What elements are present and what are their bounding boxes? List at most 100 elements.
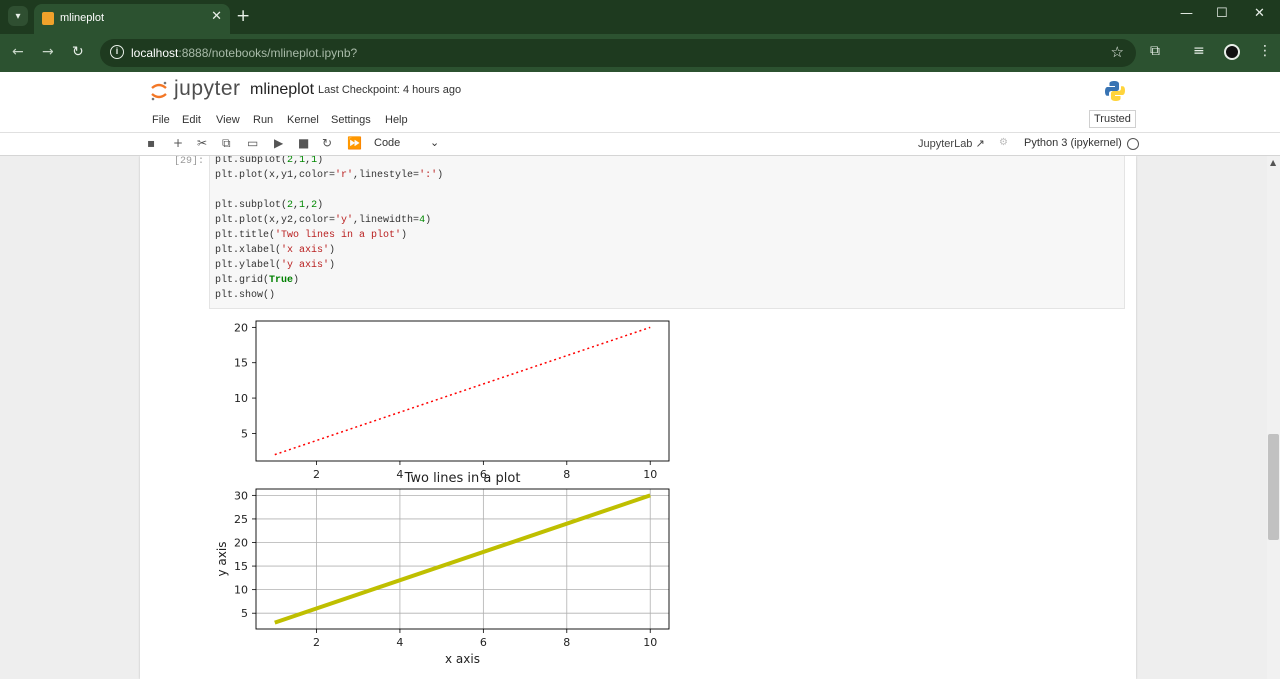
kernel-name[interactable]: Python 3 (ipykernel) [1024,137,1122,149]
url-text[interactable]: localhost:8888/notebooks/mlineplot.ipynb… [131,46,357,60]
code-line: plt.xlabel('x axis') [215,245,336,256]
last-checkpoint: Last Checkpoint: 4 hours ago [318,84,462,96]
notebook-favicon-icon [42,12,54,25]
tab-search-chevron-icon[interactable]: ▾ [8,6,28,26]
page-scrollbar[interactable]: ▲ [1267,156,1280,679]
paste-icon[interactable]: ▭ [247,136,259,150]
jupyter-header: jupyter mlineplot Last Checkpoint: 4 hou… [0,72,1280,110]
more-menu-icon[interactable]: ⋮ [1258,43,1272,59]
x-tick-label: 4 [396,468,403,481]
code-line: plt.plot(x,y2,color='y',linewidth=4) [215,215,432,226]
interrupt-kernel-icon[interactable]: ■ [298,136,310,150]
y-tick-label: 5 [241,607,248,620]
scrollbar-thumb[interactable] [1268,434,1279,540]
cell-prompt: [29]: [174,156,205,167]
save-icon[interactable]: ▪ [147,136,156,150]
add-cell-icon[interactable]: + [173,136,184,150]
restart-kernel-icon[interactable]: ↻ [322,136,333,150]
menu-edit[interactable]: Edit [182,114,201,126]
scroll-up-icon[interactable]: ▲ [1270,158,1277,167]
menu-view[interactable]: View [216,114,240,126]
bookmark-star-icon[interactable]: ☆ [1110,43,1124,61]
jupyterlab-link-label: JupyterLab [918,138,973,150]
x-tick-label: 6 [480,468,487,481]
code-line: plt.subplot(2,1,1) [215,156,324,166]
notebook-toolbar: ▪ + ✂ ⧉ ▭ ▶ ■ ↻ ⏩ Code ⌄ JupyterLab ↗ ⚙ … [0,132,1280,156]
code-line: plt.subplot(2,1,2) [215,200,324,211]
forward-icon[interactable]: → [42,44,54,60]
axes-frame [255,320,670,462]
matplotlib-output: 2 4 6 8 10 5 10 15 20 2 4 6 8 10 5 10 15 20 25 30 Two lines … [215,320,670,666]
restart-run-all-icon[interactable]: ⏩ [347,136,362,150]
code-line: plt.plot(x,y1,color='r',linestyle=':') [215,170,444,181]
x-axis-label: x axis [445,652,480,666]
y-tick-label: 15 [234,357,248,370]
extensions-icon[interactable]: ⧉ [1150,43,1160,59]
y-tick-label: 10 [234,584,248,597]
address-toolbar: ← → ↻ i localhost:8888/notebooks/mlinepl… [0,34,1280,72]
x-tick-label: 8 [563,468,570,481]
x-tick-label: 6 [480,636,487,649]
reload-icon[interactable]: ↻ [72,44,84,60]
x-tick-label: 2 [313,636,320,649]
browser-tab[interactable]: mlineplot ✕ [34,4,230,34]
notebook-name[interactable]: mlineplot [250,81,315,98]
url-bar[interactable]: i localhost:8888/notebooks/mlineplot.ipy… [100,39,1136,67]
menu-bar: File Edit View Run Kernel Settings Help … [0,110,1280,132]
tab-title: mlineplot [60,12,105,24]
code-line: plt.show() [215,290,276,301]
profile-avatar[interactable] [1224,44,1240,60]
x-tick-label: 8 [563,636,570,649]
x-tick-label: 4 [396,636,403,649]
code-cell-input[interactable]: plt.subplot(2,1,1) plt.plot(x,y1,color='… [209,156,1125,309]
menu-run[interactable]: Run [253,114,274,126]
menu-settings[interactable]: Settings [331,114,371,126]
kernel-settings-icon: ⚙ [999,137,1008,148]
y-tick-label: 5 [241,427,248,440]
y-tick-label: 10 [234,392,248,405]
back-icon[interactable]: ← [12,44,24,60]
menu-file[interactable]: File [152,114,170,126]
code-line: plt.grid(True) [215,275,300,286]
jupyter-logo-text[interactable]: jupyter [174,77,241,100]
url-path: :8888/notebooks/mlineplot.ipynb? [178,46,358,60]
y-tick-label: 20 [234,537,248,550]
y-axis-label: y axis [215,542,229,577]
cut-icon[interactable]: ✂ [197,136,208,150]
axes-frame [255,488,670,630]
minimize-icon[interactable]: — [1180,6,1193,21]
y-tick-label: 15 [234,560,248,573]
cell-type-select[interactable]: Code [374,137,401,149]
maximize-icon[interactable]: ☐ [1216,6,1228,21]
close-window-icon[interactable]: ✕ [1254,6,1265,21]
code-line: plt.title('Two lines in a plot') [215,230,408,241]
y-tick-label: 25 [234,513,248,526]
jupyterlab-link[interactable]: JupyterLab ↗ [918,137,985,150]
browser-titlebar: ▾ mlineplot ✕ + — ☐ ✕ [0,0,1280,34]
menu-help[interactable]: Help [385,114,408,126]
chevron-down-icon[interactable]: ⌄ [430,136,440,149]
run-cell-icon[interactable]: ▶ [274,136,284,150]
x-tick-label: 2 [313,468,320,481]
site-info-icon[interactable]: i [110,45,124,59]
x-tick-label: 10 [643,636,657,649]
python-logo-icon [1105,81,1125,101]
trusted-badge[interactable]: Trusted [1089,110,1136,128]
menu-kernel[interactable]: Kernel [287,114,319,126]
close-tab-icon[interactable]: ✕ [211,9,222,24]
chart-title: Two lines in a plot [404,471,521,486]
kernel-status-icon [1127,138,1139,150]
media-control-icon[interactable]: ≡ [1193,43,1205,59]
url-host: localhost [131,46,179,60]
code-line: plt.ylabel('y axis') [215,260,336,271]
notebook-area: [29]: plt.subplot(2,1,1) plt.plot(x,y1,c… [0,156,1280,679]
y-tick-label: 30 [234,489,248,502]
new-tab-icon[interactable]: + [236,6,251,26]
external-link-icon: ↗ [975,137,985,150]
y-tick-label: 20 [234,321,248,334]
series-line-1 [274,326,651,456]
x-tick-label: 10 [643,468,657,481]
copy-icon[interactable]: ⧉ [222,136,231,150]
jupyter-logo-icon[interactable] [150,80,168,102]
series-line-2 [274,493,651,625]
